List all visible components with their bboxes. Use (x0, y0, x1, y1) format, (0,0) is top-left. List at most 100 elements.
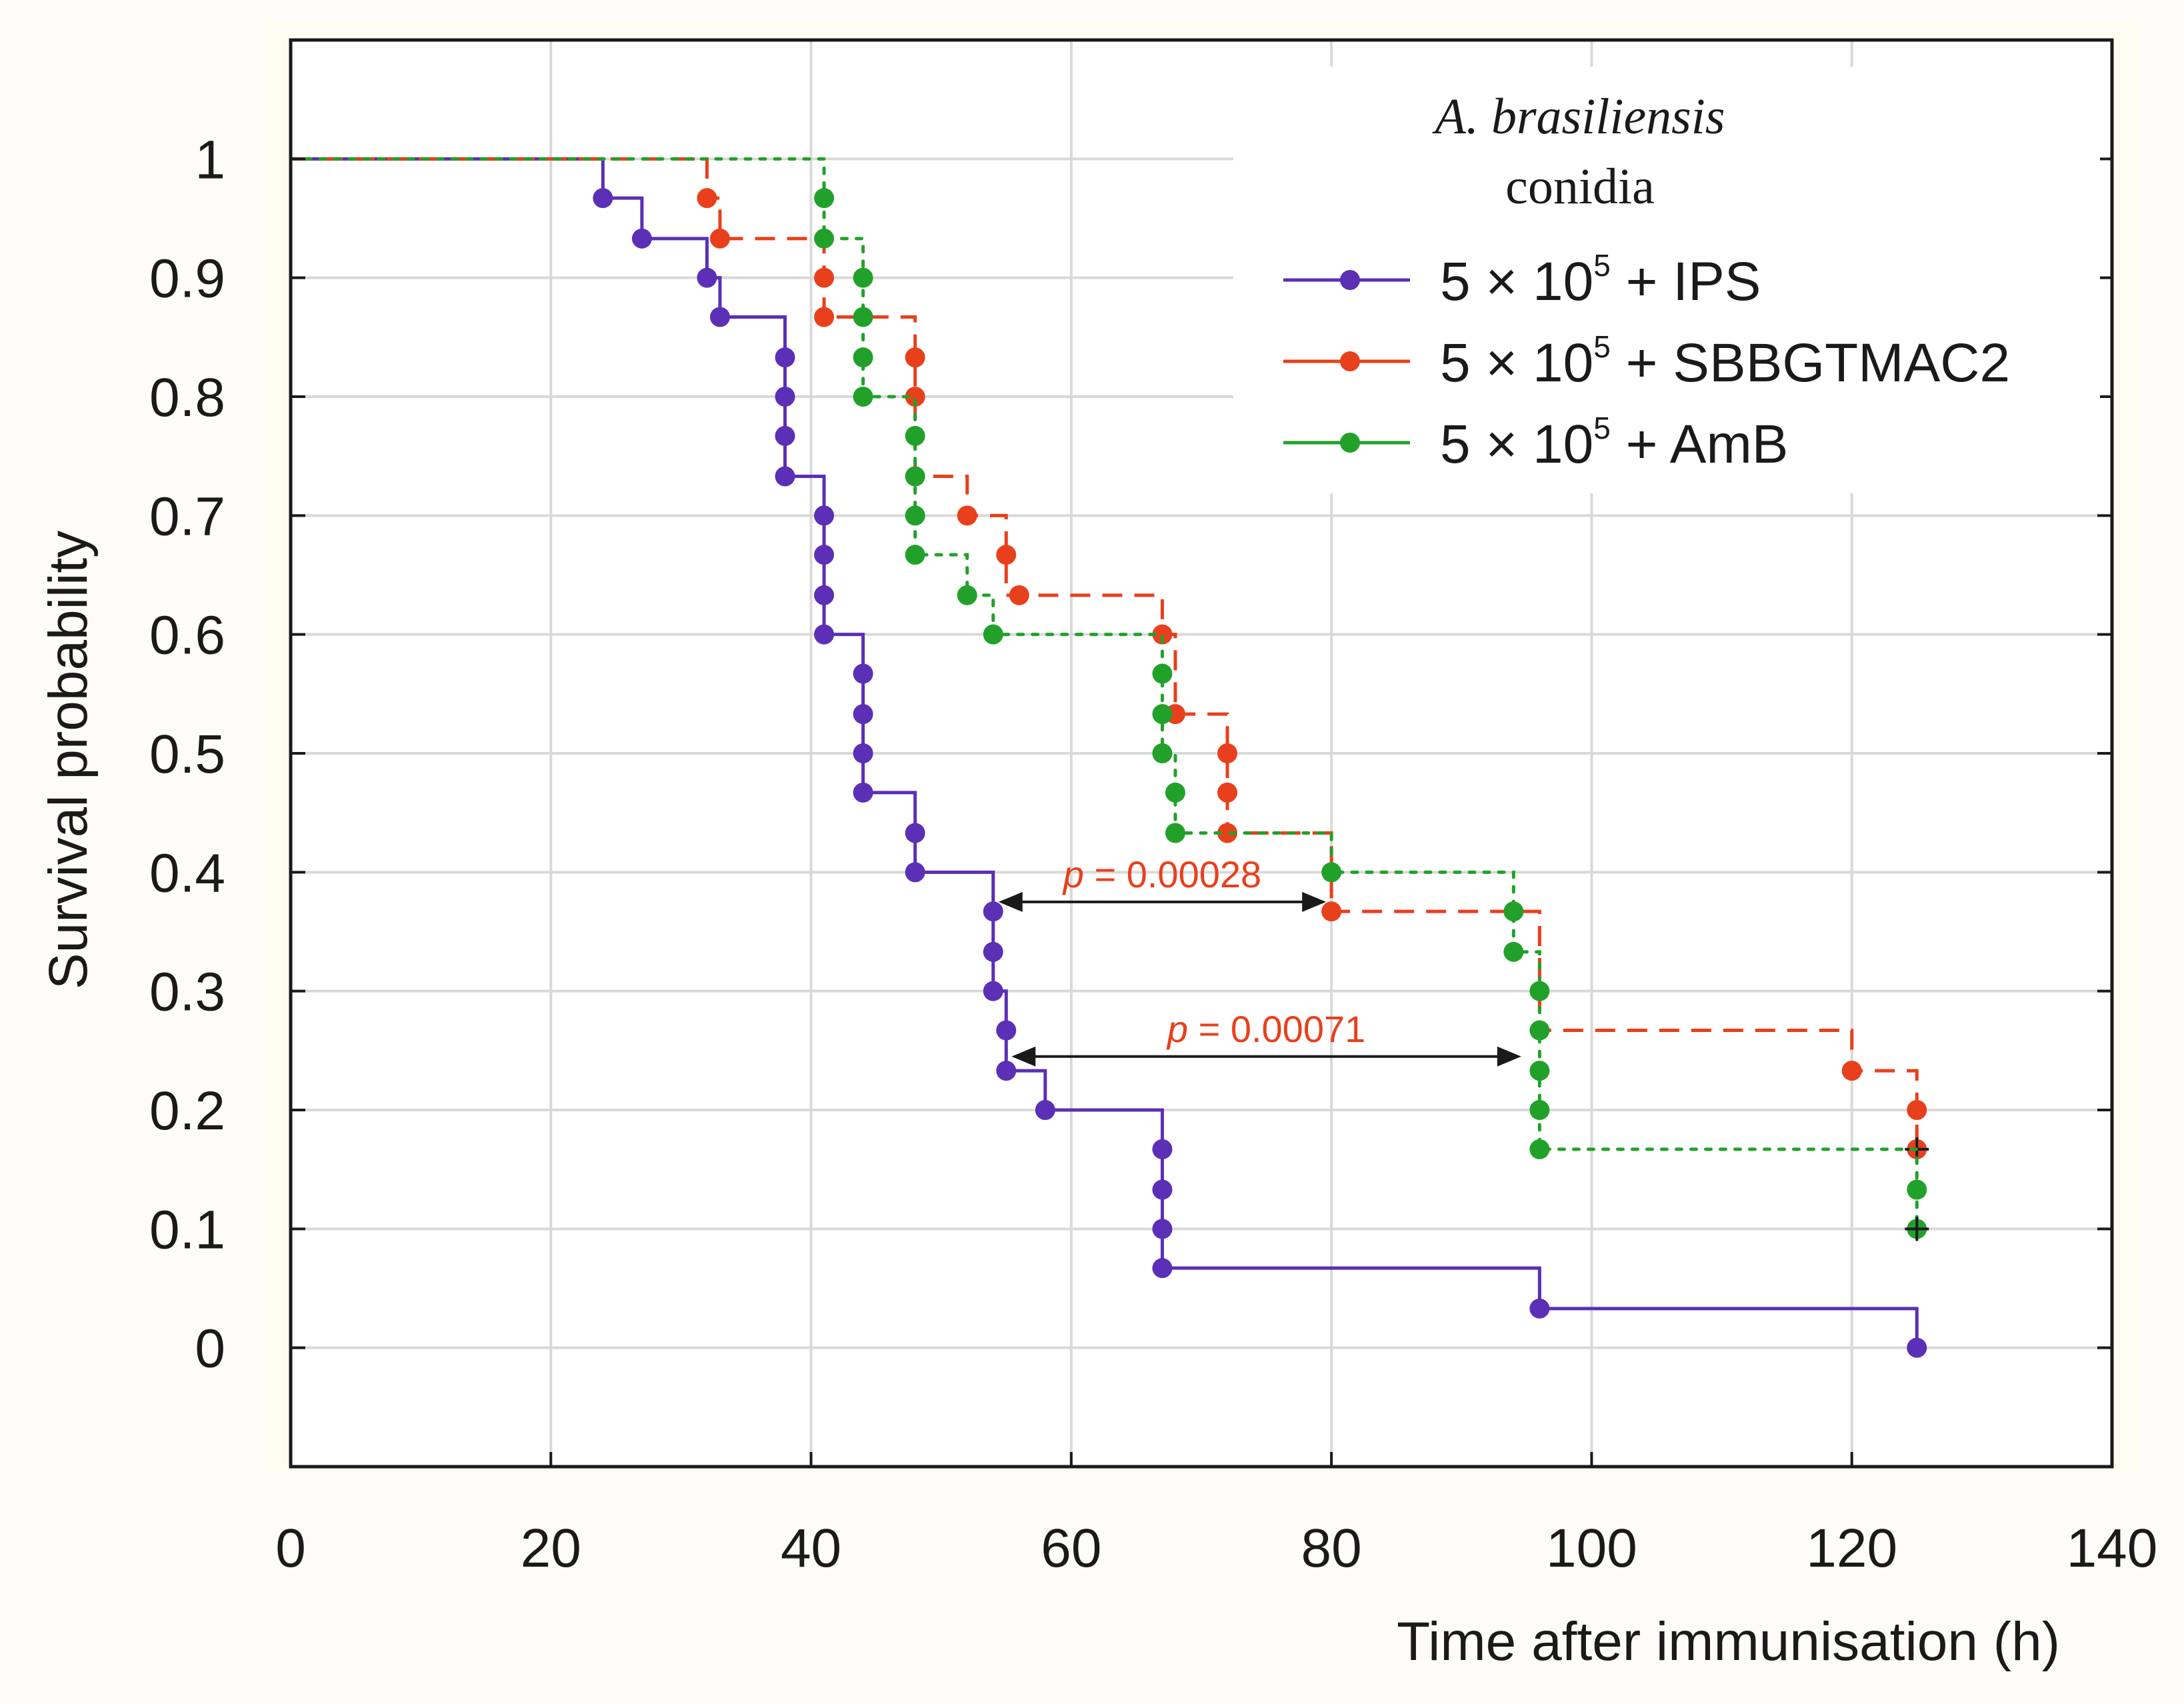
event-point-1-27 (1152, 1258, 1173, 1279)
legend-label-rest: + IPS (1611, 251, 1761, 312)
event-point-1-16 (905, 823, 925, 843)
event-point-2-11 (1217, 743, 1238, 763)
event-point-1-29 (1907, 1337, 1927, 1358)
event-point-2-8 (1009, 585, 1029, 605)
event-point-1-23 (1035, 1100, 1055, 1120)
event-point-2-7 (996, 545, 1017, 565)
event-point-3-2 (853, 267, 873, 288)
event-point-1-9 (814, 545, 835, 565)
y-tick-label: 0.7 (149, 486, 225, 547)
event-point-2-2 (814, 267, 835, 288)
event-point-3-1 (814, 228, 835, 249)
legend-marker-swatch (1340, 433, 1360, 453)
x-tick-label: 100 (1546, 1518, 1637, 1579)
y-tick-label: 0.2 (149, 1081, 225, 1141)
event-point-3-21 (1529, 1020, 1550, 1041)
event-point-1-3 (709, 307, 730, 327)
event-point-3-23 (1529, 1100, 1550, 1120)
y-tick-label: 0.4 (149, 843, 225, 903)
event-point-1-1 (631, 228, 652, 249)
event-point-3-18 (1503, 901, 1524, 922)
legend-entry-1: 5 × 105 + IPS (1283, 248, 1761, 312)
event-point-3-13 (1152, 704, 1173, 725)
event-point-3-4 (853, 347, 873, 368)
event-point-1-4 (775, 347, 795, 368)
event-point-1-8 (814, 505, 835, 526)
event-point-2-9 (1152, 624, 1173, 645)
grid (291, 40, 2112, 1467)
event-point-1-25 (1152, 1179, 1173, 1200)
event-point-3-19 (1503, 941, 1524, 962)
event-point-1-12 (853, 663, 873, 684)
event-point-3-11 (983, 624, 1003, 645)
event-point-1-18 (983, 901, 1003, 922)
event-point-2-0 (697, 188, 717, 209)
arrow-head-right (1497, 1046, 1521, 1067)
legend-entry-3: 5 × 105 + AmB (1283, 411, 1788, 475)
tick-labels: 0 20 40 60 80 100 120 140 0 0.1 0.2 0.3 0.4 0.5 0.6 0.7… (149, 129, 2157, 1579)
legend-label-base: 5 × 10 (1440, 251, 1593, 312)
event-point-2-12 (1217, 782, 1238, 803)
series-1 (291, 157, 1927, 1358)
event-point-3-16 (1165, 823, 1185, 843)
event-point-1-20 (983, 981, 1003, 1001)
legend-marker-swatch (1340, 270, 1360, 290)
x-axis-label: Time after immunisation (h) (1397, 1611, 2060, 1672)
event-point-2-13 (1217, 823, 1238, 843)
event-point-1-19 (983, 941, 1003, 962)
x-tick-label: 60 (1041, 1518, 1101, 1579)
p-value-text: = 0.00071 (1188, 1008, 1365, 1050)
p-value-label: p = 0.00071 (1166, 1008, 1365, 1050)
legend-label-base: 5 × 10 (1440, 333, 1593, 393)
event-point-3-24 (1529, 1139, 1550, 1159)
legend-label-exponent: 5 (1593, 329, 1611, 364)
p-symbol: p (1166, 1008, 1188, 1050)
event-point-3-10 (957, 585, 977, 605)
x-tick-label: 40 (781, 1518, 841, 1579)
event-point-2-1 (709, 228, 730, 249)
event-point-1-26 (1152, 1219, 1173, 1239)
y-axis-label: Survival probability (38, 531, 99, 989)
event-point-1-2 (697, 267, 717, 288)
x-tick-label: 140 (2067, 1518, 2158, 1579)
event-point-1-15 (853, 782, 873, 803)
legend-title-species: A. brasiliensis (1432, 89, 1725, 145)
y-tick-label: 1 (195, 129, 225, 190)
event-point-3-12 (1152, 663, 1173, 684)
legend-label: 5 × 105 + SBBGTMAC2 (1440, 329, 2010, 393)
event-point-1-17 (905, 862, 925, 883)
censored-cross-3-0 (1905, 1217, 1929, 1241)
y-tick-label: 0.8 (149, 367, 225, 428)
p-value-annotation-1: p = 0.00028 (998, 853, 1327, 912)
event-point-3-20 (1529, 981, 1550, 1001)
arrow-head-right (1302, 891, 1327, 912)
event-point-1-5 (775, 387, 795, 407)
event-point-3-17 (1321, 862, 1342, 883)
event-point-3-22 (1529, 1061, 1550, 1081)
y-tick-label: 0 (195, 1319, 225, 1379)
legend-label-base: 5 × 10 (1440, 414, 1593, 475)
event-point-1-13 (853, 704, 873, 725)
event-point-2-3 (814, 307, 835, 327)
legend-label-rest: + AmB (1611, 414, 1789, 475)
y-tick-label: 0.6 (149, 605, 225, 666)
event-point-1-28 (1529, 1298, 1550, 1319)
p-symbol: p (1062, 853, 1084, 895)
legend-label-exponent: 5 (1593, 248, 1611, 283)
event-point-2-15 (1841, 1061, 1862, 1081)
p-value-text: = 0.00028 (1084, 853, 1261, 895)
x-tick-label: 120 (1806, 1518, 1897, 1579)
x-tick-label: 20 (521, 1518, 581, 1579)
event-point-2-16 (1907, 1100, 1927, 1120)
legend-label-exponent: 5 (1593, 411, 1611, 445)
arrow-head-left (1011, 1046, 1036, 1067)
event-point-3-25 (1907, 1179, 1927, 1200)
event-point-3-14 (1152, 743, 1173, 763)
series-layer (289, 157, 1929, 1358)
p-value-label: p = 0.00028 (1062, 853, 1261, 895)
event-point-1-11 (814, 624, 835, 645)
legend-entry-2: 5 × 105 + SBBGTMAC2 (1283, 329, 2010, 393)
